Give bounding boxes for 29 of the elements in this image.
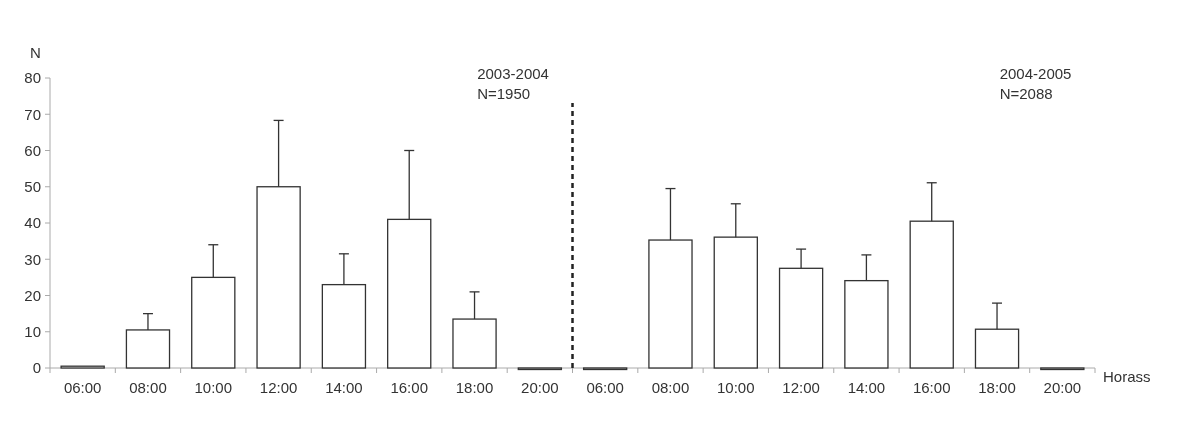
x-tick-label: 12:00 xyxy=(259,379,298,396)
y-tick-label: 0 xyxy=(32,359,41,377)
annotation: 2004-2005 N=2088 xyxy=(999,65,1072,102)
x-axis-title: Horass xyxy=(1103,368,1151,385)
x-tick-label: 20:00 xyxy=(521,379,559,396)
x-tick-label: 16:00 xyxy=(912,379,951,396)
x-tick-label: 18:00 xyxy=(978,379,1016,396)
x-tick-label: 16:00 xyxy=(390,379,428,396)
x-tick-label: 14:00 xyxy=(847,379,886,396)
y-tick-label: 80 xyxy=(24,69,41,87)
x-tick-label: 20:00 xyxy=(1043,379,1082,396)
x-tick-label: 12:00 xyxy=(782,379,820,396)
x-tick-label: 08:00 xyxy=(129,379,167,396)
x-tick-label: 14:00 xyxy=(325,379,363,396)
x-tick-label: 08:00 xyxy=(651,379,690,396)
x-tick-label: 06:00 xyxy=(63,379,102,396)
y-tick-label: 20 xyxy=(24,286,41,304)
x-tick-label: 06:00 xyxy=(586,379,624,396)
annotation: 2003-2004 N=1950 xyxy=(477,65,549,102)
y-tick-label: 50 xyxy=(24,178,41,195)
y-tick-label: 60 xyxy=(24,141,41,159)
x-tick-label: 18:00 xyxy=(455,379,494,396)
y-tick-label: 70 xyxy=(24,105,41,123)
y-tick-label: 30 xyxy=(24,250,41,268)
x-tick-label: 10:00 xyxy=(717,379,755,396)
y-tick-label: 10 xyxy=(24,323,41,340)
y-tick-label: 40 xyxy=(24,214,41,232)
x-tick-label: 10:00 xyxy=(194,379,233,396)
y-axis-title: N xyxy=(30,44,41,61)
